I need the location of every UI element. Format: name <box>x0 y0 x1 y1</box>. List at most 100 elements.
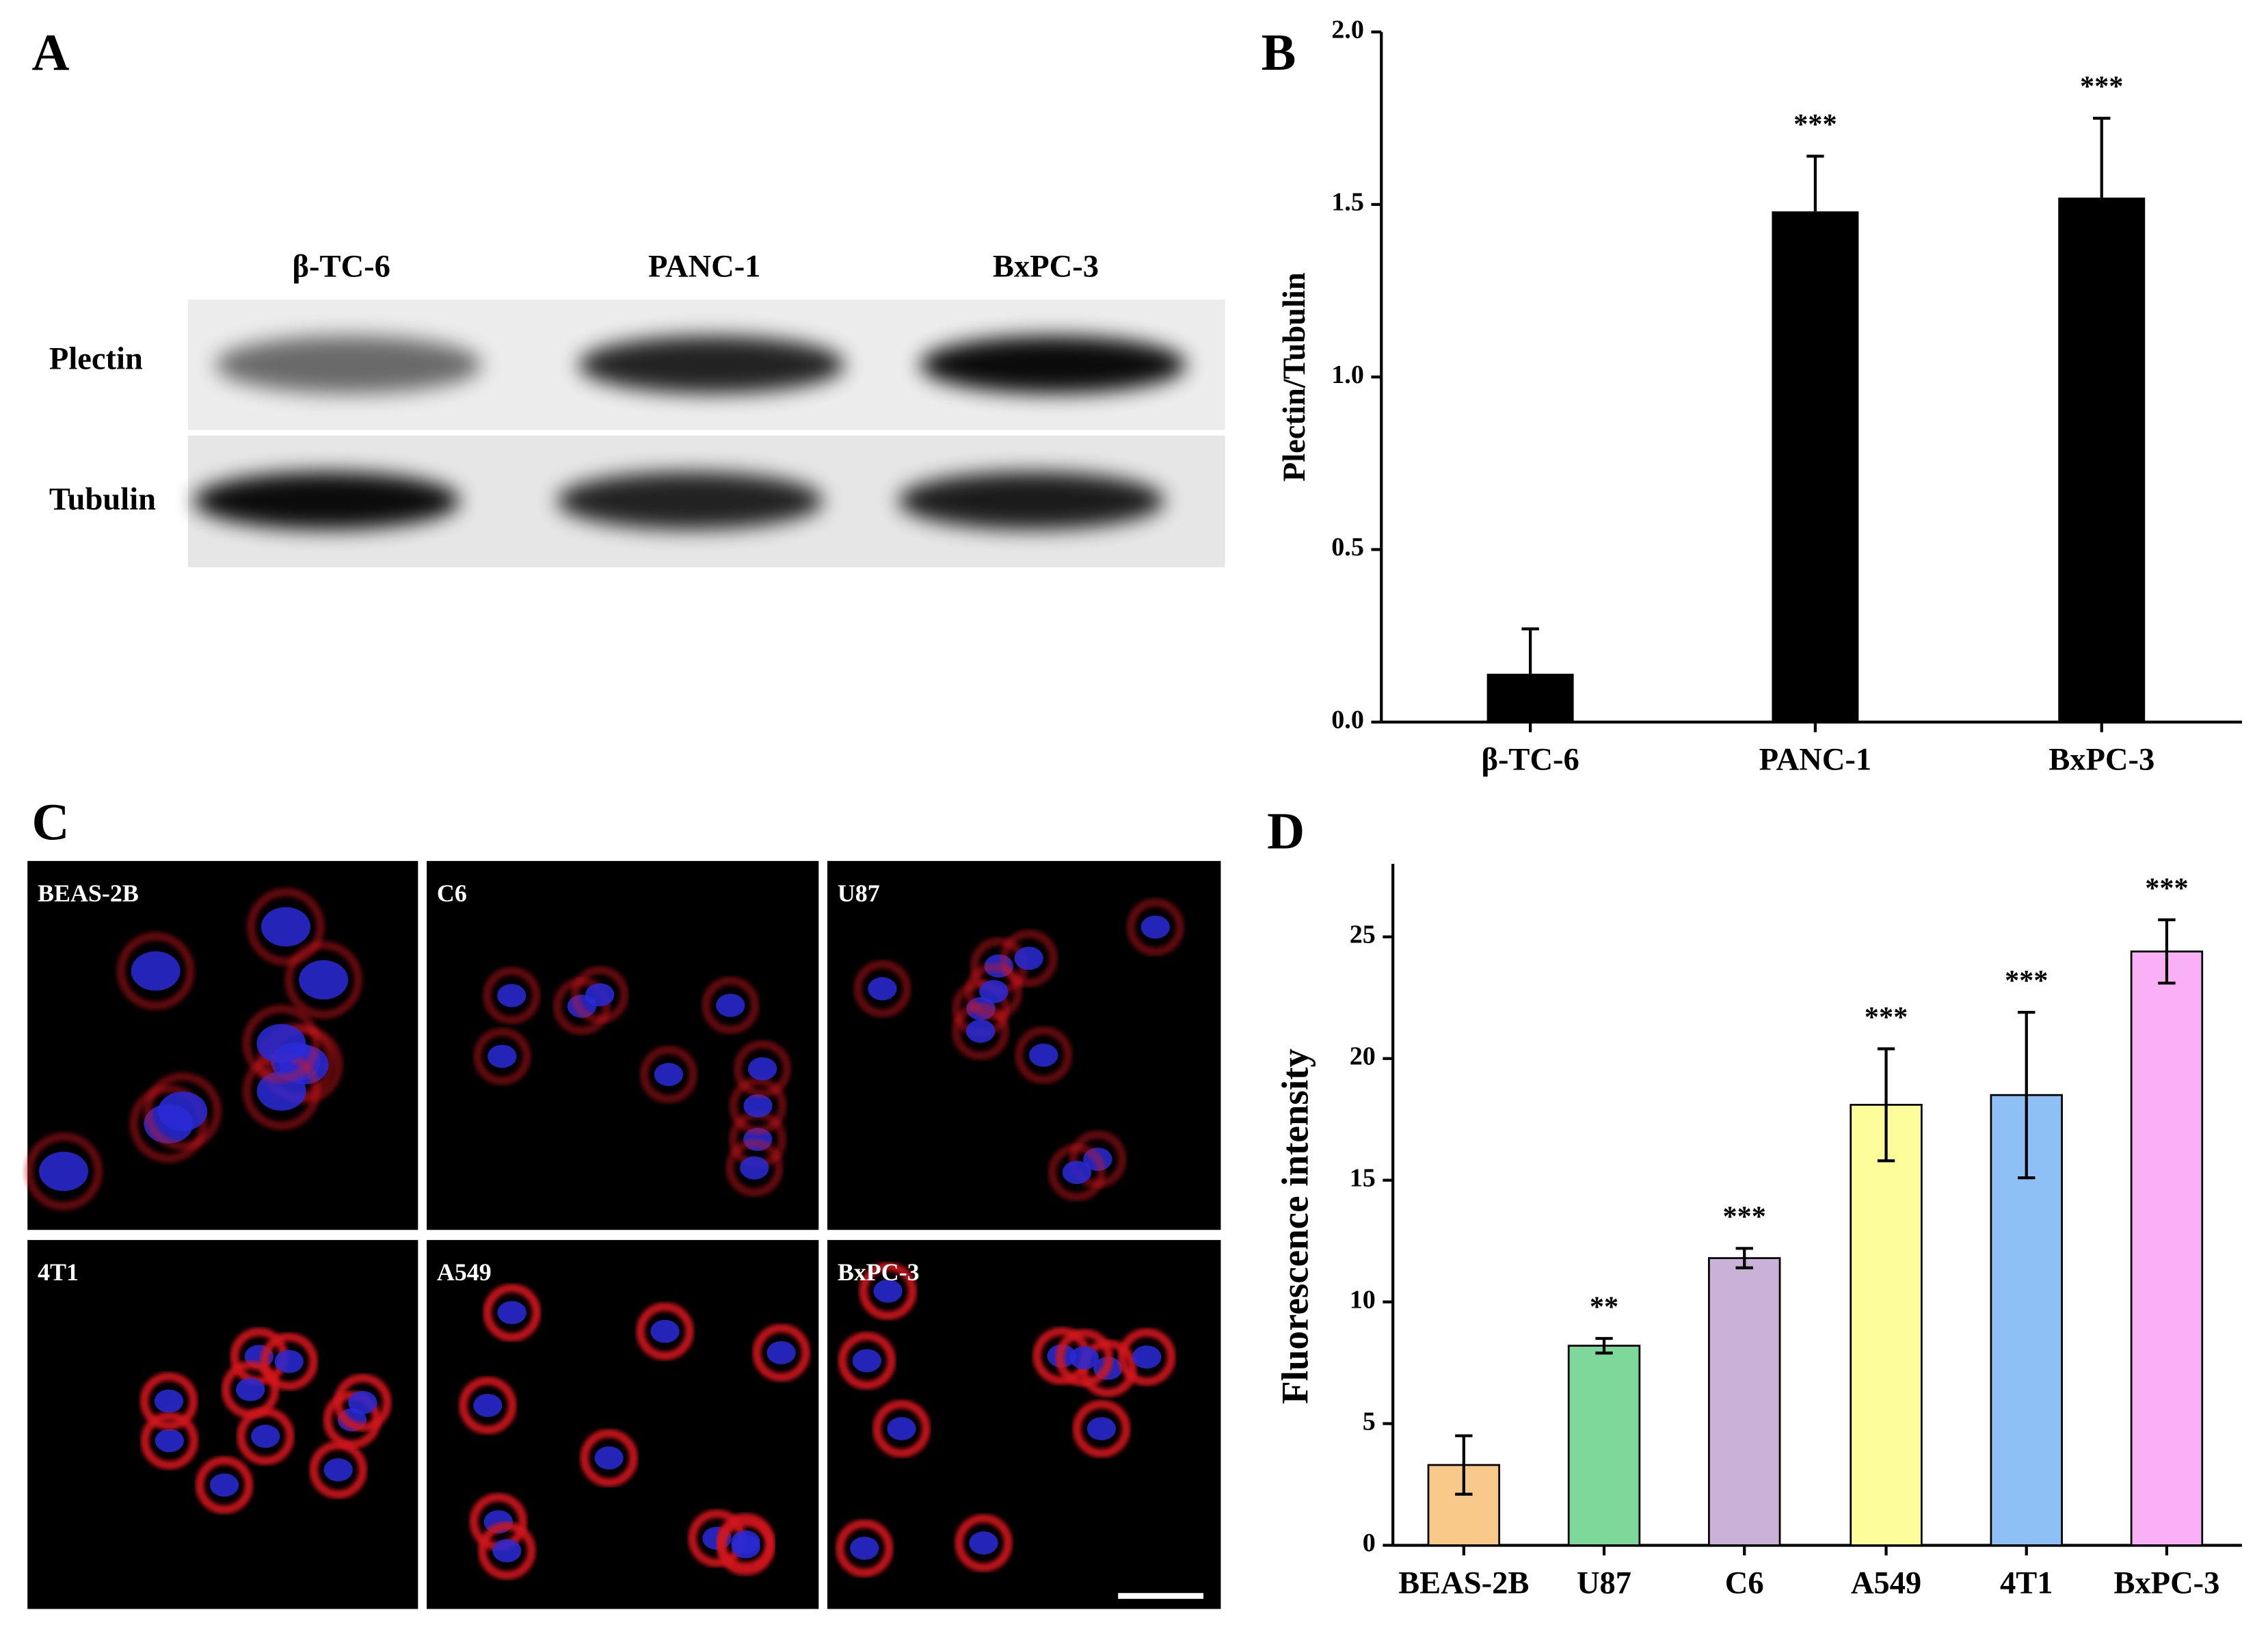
error-bar <box>2018 1011 2036 1180</box>
panel-label: C <box>32 794 70 851</box>
nucleus <box>256 1071 306 1111</box>
micrograph <box>27 860 418 1230</box>
nucleus <box>766 1340 796 1364</box>
nucleus <box>497 1301 526 1325</box>
nucleus <box>887 1417 916 1440</box>
significance: *** <box>1793 109 1837 141</box>
cell <box>482 966 541 1025</box>
cell <box>951 1002 1010 1061</box>
error-bar <box>2158 918 2176 985</box>
nucleus <box>488 1044 517 1068</box>
nucleus <box>731 1535 760 1559</box>
cell <box>752 1323 810 1382</box>
y-tick-label: 1.0 <box>1331 360 1364 389</box>
cell <box>580 1429 638 1488</box>
micrograph-label: BEAS-2B <box>38 880 139 907</box>
x-tick-label: β-TC-6 <box>1481 743 1579 778</box>
significance: *** <box>2080 70 2123 103</box>
nucleus <box>850 1536 879 1560</box>
micrograph-label: C6 <box>437 880 467 907</box>
cell <box>859 1262 917 1321</box>
y-tick-label: 10 <box>1350 1285 1376 1314</box>
lane-label: PANC-1 <box>648 249 761 284</box>
nucleus <box>1069 1346 1099 1370</box>
bar <box>1708 1257 1781 1546</box>
band <box>194 471 460 530</box>
nucleus <box>299 960 349 1000</box>
panel-label: A <box>32 24 70 81</box>
error-bar <box>1877 1047 1895 1163</box>
cell <box>1126 898 1185 956</box>
cell <box>260 1332 318 1391</box>
x-tick-label: BEAS-2B <box>1398 1566 1529 1600</box>
nucleus <box>261 907 310 947</box>
x-tick-label: PANC-1 <box>1759 743 1872 778</box>
band <box>898 471 1164 530</box>
nucleus <box>39 1151 89 1191</box>
cell <box>1048 1143 1106 1202</box>
x-tick-label: BxPC-3 <box>2113 1566 2219 1600</box>
nucleus <box>585 983 615 1007</box>
nucleus <box>323 1458 353 1482</box>
nucleus <box>236 1377 265 1401</box>
significance: *** <box>2005 965 2048 997</box>
cell <box>1072 1399 1131 1458</box>
nucleus <box>969 1531 998 1555</box>
error-bar <box>1735 1247 1753 1269</box>
cell <box>955 1514 1013 1572</box>
bar <box>1567 1345 1641 1546</box>
cell <box>334 1373 392 1432</box>
cell <box>473 1027 531 1085</box>
error-bar <box>1521 627 1539 674</box>
error-bar <box>1595 1336 1613 1355</box>
cell <box>639 1045 698 1104</box>
lane-label: BxPC-3 <box>993 249 1099 284</box>
cell <box>195 1456 254 1514</box>
y-tick-label: 5 <box>1363 1407 1376 1436</box>
x-tick-label: BxPC-3 <box>2049 743 2154 778</box>
micrograph-label: 4T1 <box>38 1258 79 1286</box>
nucleus <box>979 979 1009 1003</box>
band <box>578 335 845 394</box>
cell <box>729 1076 787 1135</box>
cell <box>636 1302 694 1360</box>
y-tick-label: 0 <box>1363 1529 1376 1557</box>
y-tick-label: 2.0 <box>1331 15 1364 44</box>
band <box>215 335 482 394</box>
significance: *** <box>1865 1001 1908 1033</box>
significance: *** <box>2145 872 2188 904</box>
nucleus <box>256 1024 306 1064</box>
band <box>920 335 1186 394</box>
nucleus <box>1140 915 1170 939</box>
cell <box>1000 929 1058 988</box>
x-tick-label: C6 <box>1725 1566 1764 1600</box>
cell <box>24 1132 103 1211</box>
micrograph-label: BxPC-3 <box>838 1258 920 1286</box>
significance: ** <box>1590 1291 1618 1323</box>
nucleus <box>497 983 526 1007</box>
panel-label: D <box>1267 802 1305 860</box>
cell <box>144 1072 222 1151</box>
bar <box>1486 674 1574 722</box>
nucleus <box>650 1319 680 1343</box>
cell <box>570 966 629 1024</box>
micrograph-label: U87 <box>838 880 880 907</box>
error-bar <box>1806 155 1824 212</box>
nucleus <box>1086 1417 1117 1440</box>
cell <box>221 1360 280 1419</box>
nucleus <box>209 1473 239 1497</box>
cell <box>129 1085 208 1163</box>
cell <box>309 1440 368 1499</box>
nucleus <box>654 1063 684 1087</box>
panel-label: B <box>1262 24 1296 81</box>
x-tick-label: U87 <box>1577 1566 1631 1600</box>
nucleus <box>743 1094 773 1118</box>
y-tick-label: 20 <box>1350 1042 1376 1070</box>
cell <box>965 962 1023 1021</box>
micrograph-label: A549 <box>437 1258 492 1286</box>
nucleus <box>473 1394 503 1417</box>
cell <box>284 940 363 1019</box>
x-tick-label: A549 <box>1851 1566 1921 1600</box>
micrographs: BEAS-2B C6 U87 4T1 A549 BxPC-3 <box>24 860 1221 1609</box>
